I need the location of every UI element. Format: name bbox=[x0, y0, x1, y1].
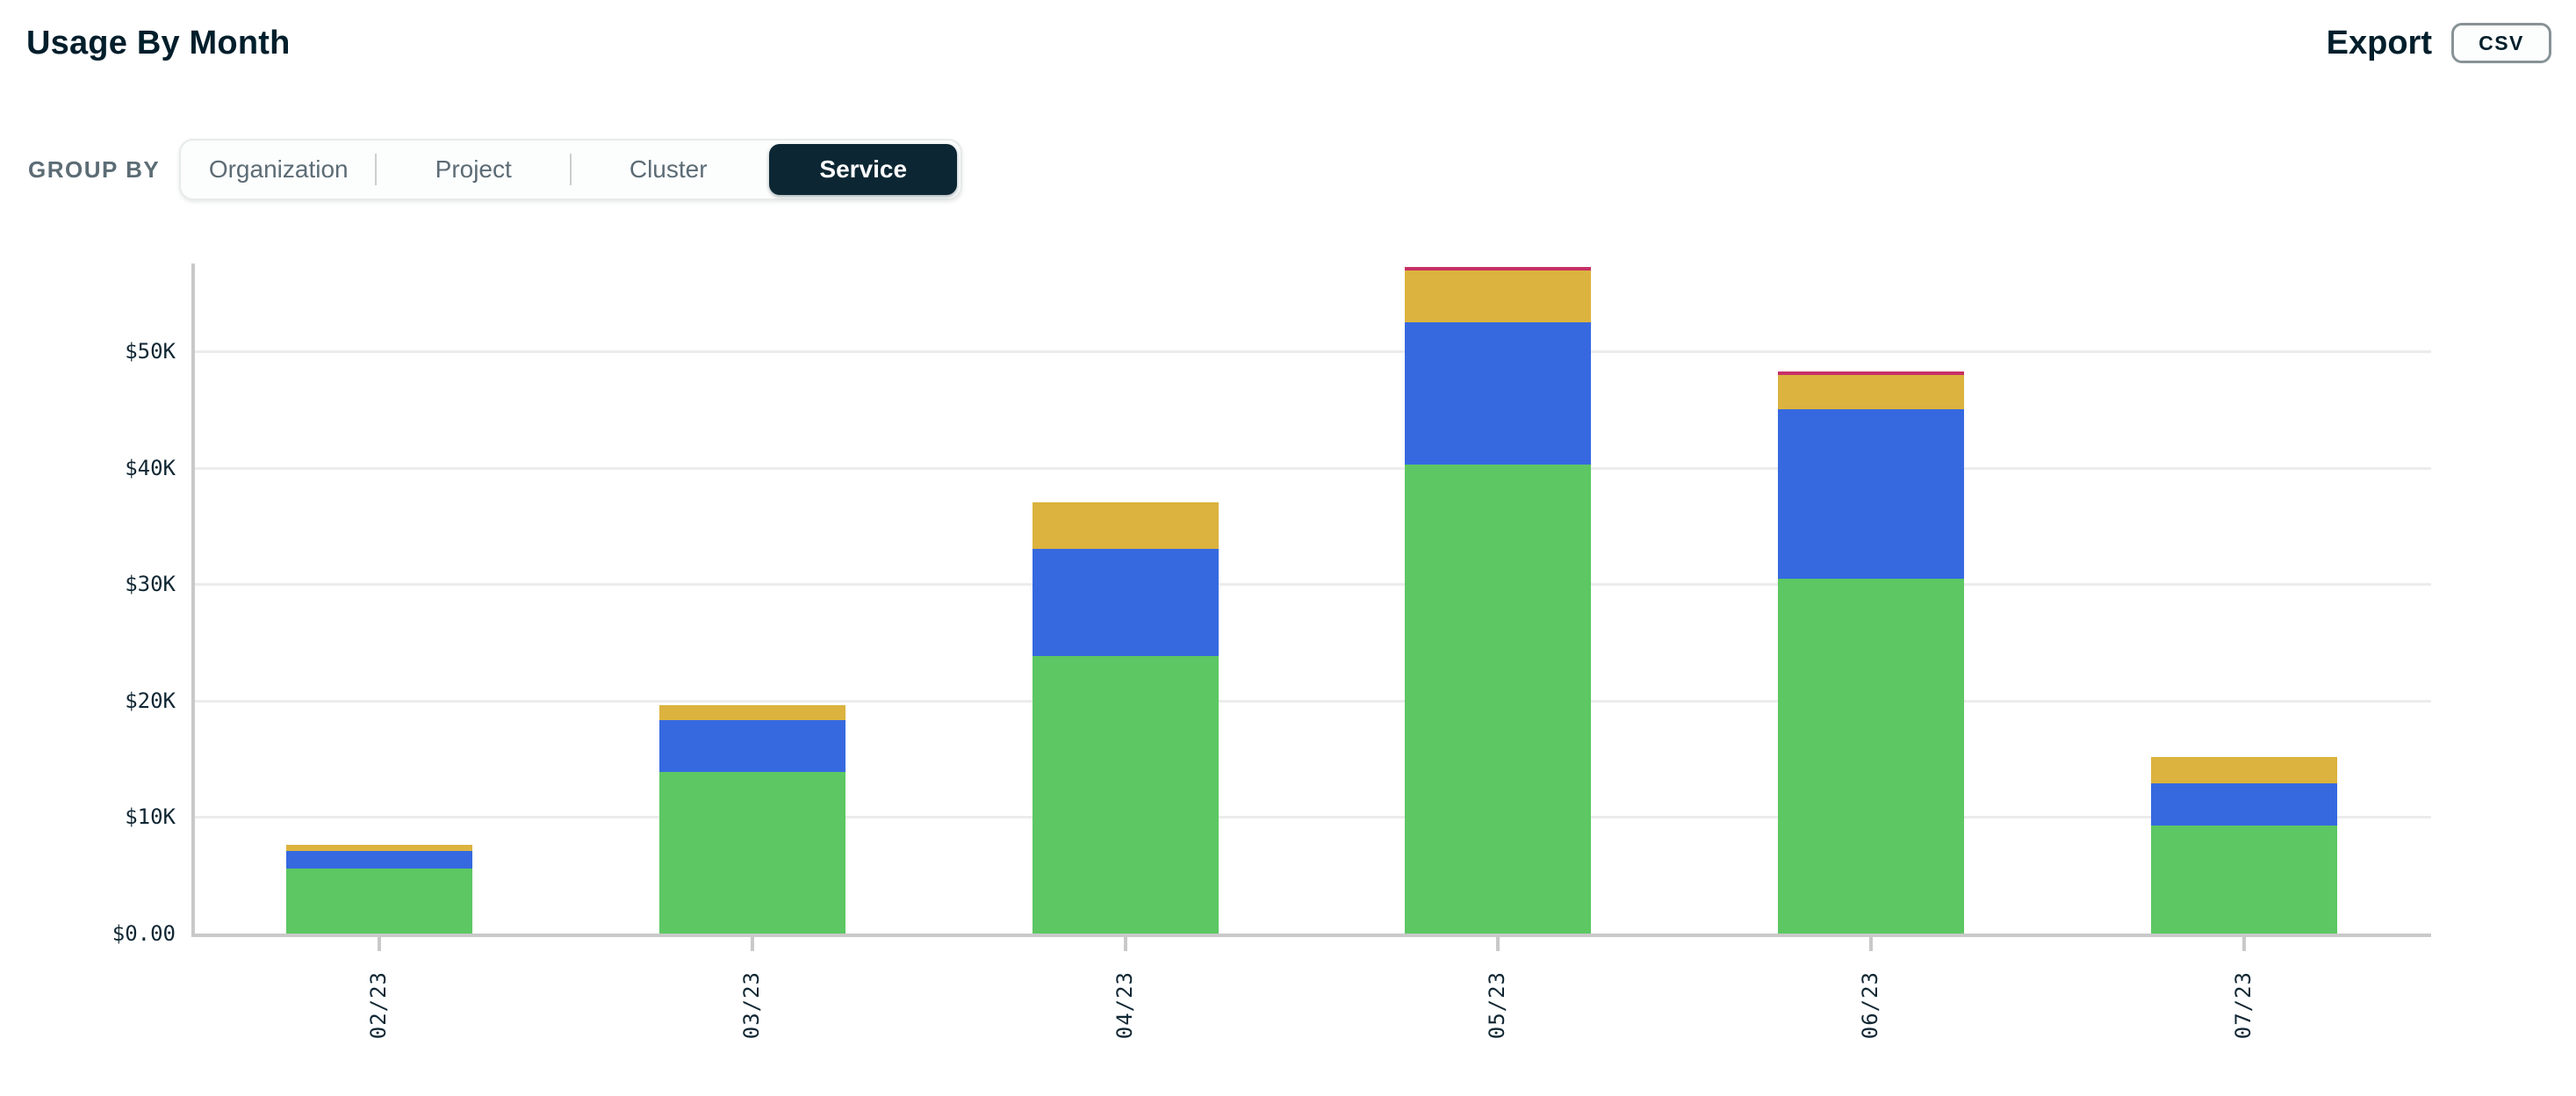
x-axis-tick-label: 06/23 bbox=[1858, 971, 1883, 1040]
y-axis-tick-label: $0.00 bbox=[112, 921, 176, 946]
bar-segment-green-segment[interactable] bbox=[1032, 656, 1219, 934]
bar-segment-pink-segment[interactable] bbox=[1778, 371, 1965, 376]
gridline bbox=[195, 466, 2431, 470]
group-by-option-project[interactable]: Project bbox=[376, 141, 571, 198]
export-control: Export CSV bbox=[2327, 23, 2551, 63]
group-by-label: GROUP BY bbox=[28, 155, 161, 183]
segment-divider bbox=[375, 154, 378, 185]
y-axis-tick-label: $30K bbox=[125, 572, 176, 597]
bar-segment-gold-segment[interactable] bbox=[1405, 270, 1592, 322]
group-by-option-service[interactable]: Service bbox=[769, 144, 958, 195]
bar-segment-gold-segment[interactable] bbox=[658, 705, 845, 721]
gridline bbox=[195, 816, 2431, 819]
group-by-option-cluster[interactable]: Cluster bbox=[571, 141, 766, 198]
bar-segment-green-segment[interactable] bbox=[2151, 825, 2337, 934]
bar-segment-gold-segment[interactable] bbox=[1778, 375, 1965, 410]
export-label: Export bbox=[2326, 24, 2432, 61]
y-axis-tick-label: $20K bbox=[125, 688, 176, 713]
bar-segment-pink-segment[interactable] bbox=[1405, 266, 1592, 270]
y-axis-tick-label: $10K bbox=[125, 804, 176, 830]
bar-segment-blue-segment[interactable] bbox=[1032, 549, 1219, 657]
page-header: Usage By Month Export CSV bbox=[26, 23, 2551, 63]
x-axis-tick bbox=[750, 937, 754, 951]
bar-segment-green-segment[interactable] bbox=[1778, 578, 1965, 934]
x-axis-tick-label: 02/23 bbox=[366, 971, 391, 1040]
x-axis-tick-label: 03/23 bbox=[738, 971, 764, 1040]
page-title: Usage By Month bbox=[26, 24, 291, 61]
bar-segment-gold-segment[interactable] bbox=[286, 844, 472, 851]
segment-divider bbox=[570, 154, 572, 185]
bar-segment-green-segment[interactable] bbox=[286, 868, 472, 934]
x-axis-line bbox=[191, 934, 2431, 937]
bar-segment-green-segment[interactable] bbox=[658, 771, 845, 934]
x-axis-tick-label: 05/23 bbox=[1485, 971, 1510, 1040]
y-axis-tick-label: $50K bbox=[125, 339, 176, 364]
bar-segment-green-segment[interactable] bbox=[1405, 464, 1592, 934]
bar-segment-blue-segment[interactable] bbox=[286, 850, 472, 869]
x-axis-tick bbox=[378, 937, 381, 951]
group-by-row: GROUP BY Organization Project Cluster Se… bbox=[28, 139, 963, 200]
bar-segment-blue-segment[interactable] bbox=[1778, 409, 1965, 579]
x-axis-tick bbox=[1123, 937, 1127, 951]
gridline bbox=[195, 699, 2431, 703]
bar-segment-blue-segment[interactable] bbox=[658, 720, 845, 772]
x-axis-tick bbox=[2242, 937, 2246, 951]
group-by-option-organization[interactable]: Organization bbox=[181, 141, 376, 198]
bar-segment-gold-segment[interactable] bbox=[1032, 502, 1219, 550]
gridline bbox=[195, 583, 2431, 587]
export-csv-button[interactable]: CSV bbox=[2451, 23, 2551, 63]
bar-segment-blue-segment[interactable] bbox=[1405, 321, 1592, 465]
y-axis-line bbox=[191, 263, 195, 937]
group-by-segmented-control: Organization Project Cluster Service bbox=[179, 139, 963, 200]
gridline bbox=[195, 350, 2431, 353]
x-axis-tick-label: 04/23 bbox=[1112, 971, 1137, 1040]
bar-segment-blue-segment[interactable] bbox=[2151, 782, 2337, 826]
x-axis-tick bbox=[1869, 937, 1874, 951]
y-axis-tick-label: $40K bbox=[125, 455, 176, 480]
x-axis-tick bbox=[1496, 937, 1500, 951]
bar-segment-gold-segment[interactable] bbox=[2151, 757, 2337, 783]
x-axis-tick-label: 07/23 bbox=[2231, 971, 2256, 1040]
